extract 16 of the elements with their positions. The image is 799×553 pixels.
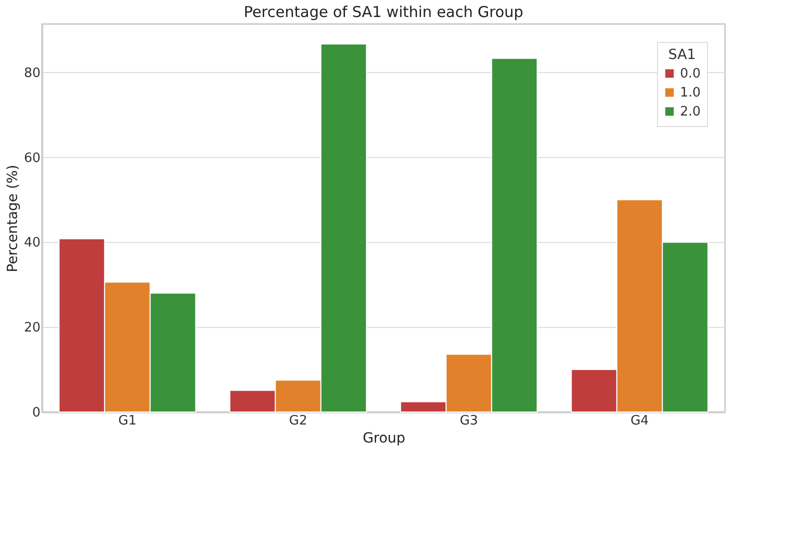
x-axis-title: Group (362, 430, 406, 446)
y-tick-label: 20 (24, 320, 40, 336)
x-tick-label: G2 (288, 414, 308, 428)
x-tick-label: G3 (460, 414, 478, 428)
chart-title: Percentage of SA1 within each Group (244, 3, 524, 21)
y-axis-title: Percentage (%) (4, 164, 21, 272)
y-tick-label: 80 (24, 66, 40, 81)
y-tick-label: 60 (24, 150, 40, 166)
x-tick-label: G1 (118, 414, 137, 428)
legend-title: SA1 (668, 47, 696, 63)
y-tick-label: 40 (24, 236, 40, 251)
legend-label: 0.0 (680, 66, 701, 82)
legend-label: 2.0 (680, 104, 701, 120)
y-tick-label: 0 (32, 406, 40, 420)
legend-label: 1.0 (680, 86, 701, 100)
x-tick-label: G4 (630, 414, 649, 428)
